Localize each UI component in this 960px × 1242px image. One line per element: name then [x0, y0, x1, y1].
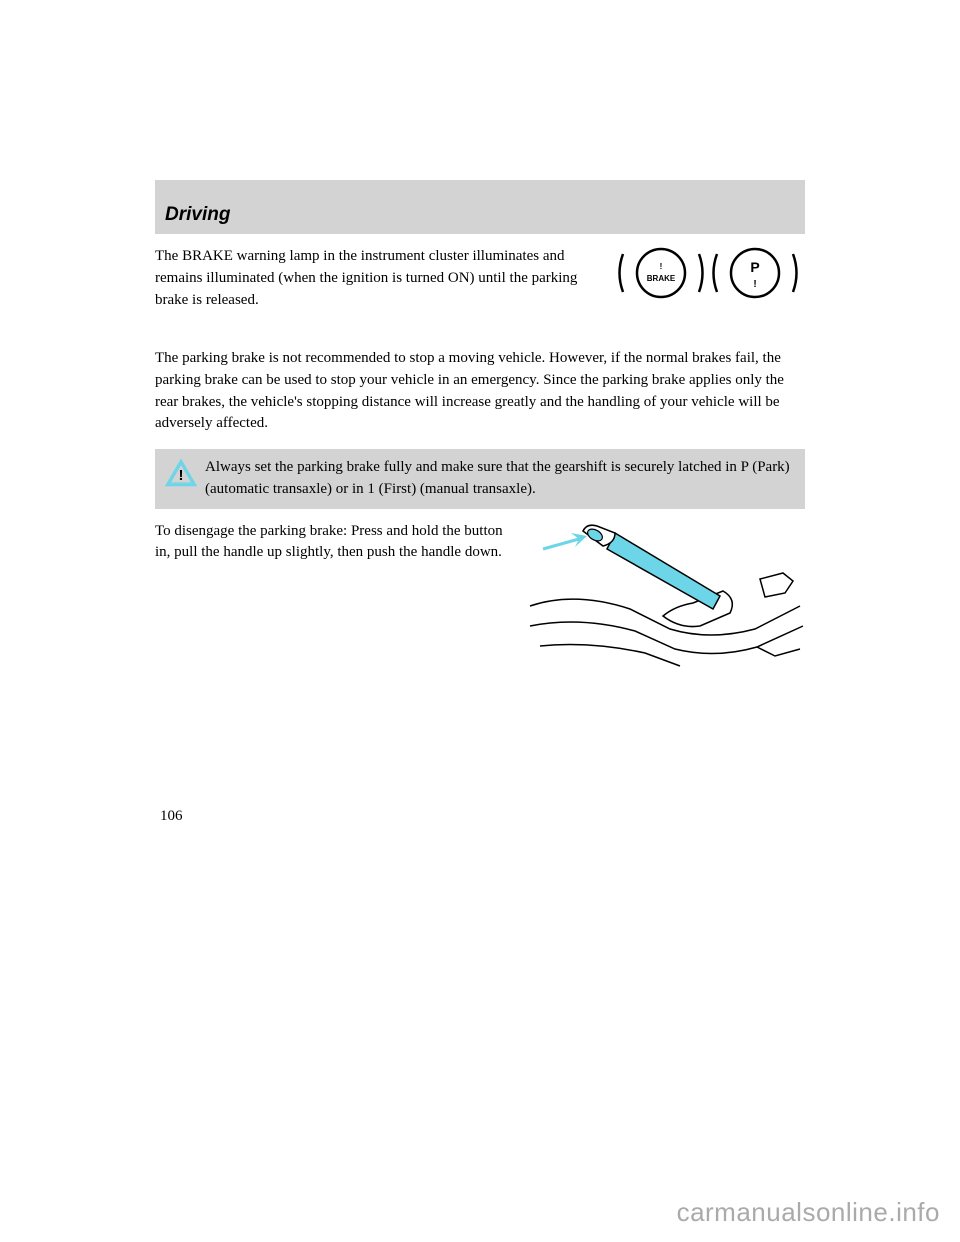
svg-text:P: P [750, 259, 759, 275]
warning-text: Always set the parking brake fully and m… [205, 457, 795, 501]
emergency-paragraph: The parking brake is not recommended to … [155, 348, 805, 435]
disengage-paragraph: To disengage the parking brake: Press an… [155, 521, 510, 565]
page-number: 106 [160, 808, 183, 825]
lever-illustration [525, 521, 805, 681]
svg-text:BRAKE: BRAKE [646, 274, 675, 283]
section-header: Driving [155, 180, 805, 234]
watermark: carmanualsonline.info [677, 1197, 940, 1228]
gauge-illustration: ! BRAKE P ! [610, 242, 805, 320]
warning-callout: ! Always set the parking brake fully and… [155, 449, 805, 509]
svg-text:!: ! [659, 262, 662, 271]
intro-paragraph: The BRAKE warning lamp in the instrument… [155, 242, 590, 320]
section-title: Driving [165, 204, 230, 226]
svg-text:!: ! [179, 467, 184, 484]
warning-triangle-icon: ! [165, 459, 197, 492]
svg-text:!: ! [753, 279, 756, 290]
